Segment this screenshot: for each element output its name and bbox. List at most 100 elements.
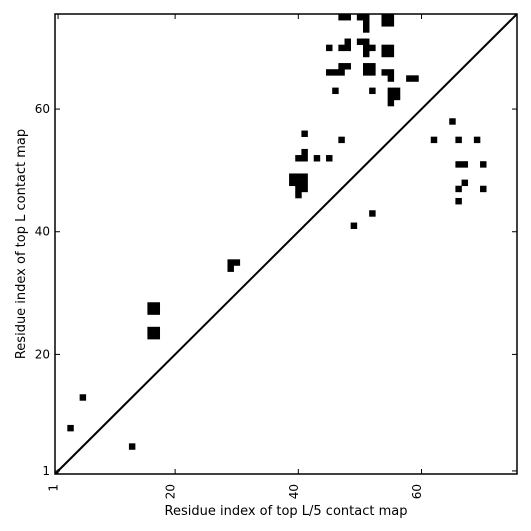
contact-cell	[381, 14, 388, 21]
diagonal-line	[54, 13, 518, 475]
contact-cell	[326, 44, 333, 52]
contact-cell	[387, 75, 395, 82]
contact-cell	[301, 179, 308, 187]
x-tick-label: 1	[47, 484, 61, 492]
contact-cell	[295, 179, 302, 187]
contact-cell	[344, 38, 351, 45]
contact-cell	[147, 326, 154, 334]
contact-cell	[356, 14, 364, 21]
contact-cell	[461, 179, 469, 187]
contact-cell	[227, 265, 234, 272]
x-tick-label: 20	[164, 484, 178, 499]
contact-cell	[233, 259, 241, 266]
contact-cell	[295, 185, 302, 193]
contact-cell	[387, 14, 395, 21]
contact-cell	[363, 50, 370, 58]
contact-cell	[344, 14, 351, 21]
contact-cell	[289, 179, 296, 187]
contact-cell	[430, 136, 438, 144]
contact-cell	[381, 50, 388, 58]
contact-cell	[406, 75, 413, 82]
contact-cell	[289, 173, 296, 180]
contact-cell	[326, 155, 333, 162]
contact-cell	[455, 136, 462, 144]
contact-cell	[338, 63, 345, 70]
contact-cell	[369, 87, 376, 95]
contact-cell	[387, 69, 395, 76]
contact-cell	[363, 38, 370, 45]
contact-cell	[301, 185, 308, 193]
contact-cell	[147, 308, 154, 315]
contact-cell	[338, 136, 345, 144]
contact-cell	[338, 69, 345, 76]
contact-cell	[387, 20, 395, 27]
contact-cell	[363, 14, 370, 21]
contact-cell	[381, 44, 388, 52]
contact-cell	[301, 173, 308, 180]
contact-cell	[363, 20, 370, 27]
contact-cell	[363, 63, 370, 70]
axis-ticks: 1 20 40 60 1 20 40 60	[35, 14, 517, 499]
contact-cell	[480, 185, 487, 193]
y-axis-title: Residue index of top L contact map	[14, 129, 29, 359]
contact-cell	[480, 161, 487, 168]
contact-cell	[369, 69, 376, 76]
contact-cell	[332, 87, 339, 95]
contact-cell	[147, 332, 154, 340]
contact-cell	[344, 44, 351, 52]
contact-cell	[381, 20, 388, 27]
x-tick-label: 40	[287, 484, 301, 499]
contact-cell	[147, 302, 154, 309]
contact-cell	[412, 75, 419, 82]
contact-cell	[67, 424, 74, 432]
contact-cell	[455, 161, 462, 168]
y-tick-label: 60	[35, 102, 50, 116]
contact-cell	[332, 69, 339, 76]
contact-cell	[461, 161, 469, 168]
contact-cell	[369, 63, 376, 70]
contact-cell	[369, 210, 376, 217]
x-tick-label: 60	[410, 484, 424, 499]
y-tick-label: 20	[35, 347, 50, 361]
contact-cell	[301, 155, 308, 162]
contact-cell	[381, 69, 388, 76]
contact-cell	[363, 69, 370, 76]
contact-cell	[387, 87, 395, 95]
y-tick-label: 1	[42, 464, 50, 478]
contact-cell	[369, 44, 376, 52]
contact-cell	[227, 259, 234, 266]
contact-cell	[295, 173, 302, 180]
contact-cell	[295, 155, 302, 162]
contact-cell	[363, 26, 370, 33]
y-tick-label: 40	[35, 225, 50, 239]
contact-cell	[338, 14, 345, 21]
contact-cell	[153, 332, 161, 340]
x-axis-title: Residue index of top L/5 contact map	[165, 504, 408, 519]
contact-cell	[473, 136, 481, 144]
contact-cell	[363, 44, 370, 52]
contact-cell	[387, 99, 395, 107]
plot-frame	[54, 13, 518, 475]
contact-cell	[356, 38, 364, 45]
contact-cell	[387, 93, 395, 101]
contact-cell	[153, 326, 161, 334]
contact-cell	[344, 63, 351, 70]
contact-cell	[128, 443, 136, 450]
contact-cell	[153, 308, 161, 315]
contact-cell	[350, 222, 358, 229]
contact-cell	[301, 148, 308, 156]
contact-cell	[393, 87, 401, 95]
contact-cell	[449, 118, 456, 125]
contact-cell	[313, 155, 321, 162]
contact-cell	[338, 44, 345, 52]
contact-cell	[295, 191, 302, 199]
contact-cell	[393, 93, 401, 101]
contact-cell	[153, 302, 161, 309]
contact-cells	[67, 14, 487, 450]
contact-cell	[301, 130, 308, 137]
contact-cell	[387, 50, 395, 58]
contact-cell	[79, 394, 87, 401]
contact-cell	[455, 198, 462, 205]
contact-cell	[387, 44, 395, 52]
